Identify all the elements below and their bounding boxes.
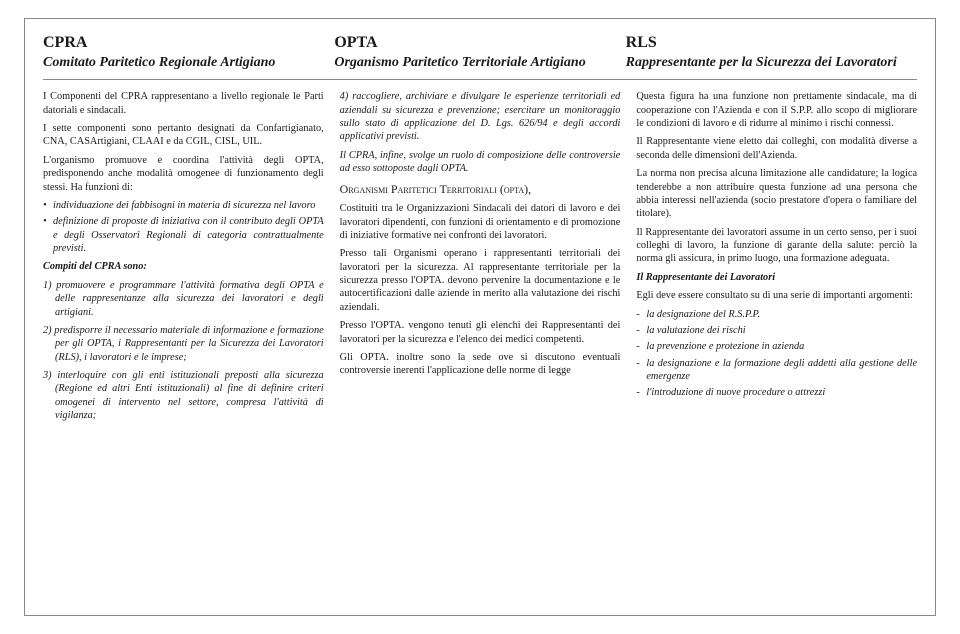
col3-d3: la prevenzione e protezione in azienda	[636, 340, 917, 353]
col2-p6: Gli OPTA. inoltre sono la sede ove si di…	[340, 351, 621, 378]
col3-p3: La norma non precisa alcuna limitazione …	[636, 167, 917, 221]
col2-section-title: Organismi Paritetici Territoriali (opta)…	[340, 182, 621, 198]
opta-expansion: Organismo Paritetico Territoriale Artigi…	[334, 54, 615, 72]
col1-num-3: 3) interloquire con gli enti istituziona…	[43, 369, 324, 423]
col3-d2: la valutazione dei rischi	[636, 324, 917, 337]
col1-bullet-2: definizione di proposte di iniziativa co…	[43, 215, 324, 255]
col3-p4: Il Rappresentante dei lavoratori assume …	[636, 226, 917, 266]
col1-num-1: 1) promuovere e programmare l'attività f…	[43, 279, 324, 319]
page-frame: CPRA Comitato Paritetico Regionale Artig…	[24, 18, 936, 616]
col3-d4: la designazione e la formazione degli ad…	[636, 357, 917, 384]
body-col-1: I Componenti del CPRA rappresentano a li…	[43, 90, 324, 427]
col2-p5: Presso l'OPTA. vengono tenuti gli elench…	[340, 319, 621, 346]
cpra-acronym: CPRA	[43, 33, 324, 54]
col1-p2: I sette componenti sono pertanto designa…	[43, 122, 324, 149]
rls-acronym: RLS	[626, 33, 907, 54]
col1-compiti-title: Compiti del CPRA sono:	[43, 260, 324, 273]
col3-p5: Egli deve essere consultato su di una se…	[636, 289, 917, 302]
col3-d1: la designazione del R.S.P.P.	[636, 308, 917, 321]
col2-p3: Costituiti tra le Organizzazioni Sindaca…	[340, 202, 621, 242]
col2-p1: 4) raccogliere, archiviare e divulgare l…	[340, 90, 621, 144]
col2-p4: Presso tali Organismi operano i rapprese…	[340, 247, 621, 314]
rls-expansion: Rappresentante per la Sicurezza dei Lavo…	[626, 54, 907, 72]
header-col-cpra: CPRA Comitato Paritetico Regionale Artig…	[43, 33, 334, 71]
cpra-expansion: Comitato Paritetico Regionale Artigiano	[43, 54, 324, 72]
header-row: CPRA Comitato Paritetico Regionale Artig…	[43, 33, 917, 80]
body-col-2: 4) raccogliere, archiviare e divulgare l…	[340, 90, 621, 427]
header-col-rls: RLS Rappresentante per la Sicurezza dei …	[626, 33, 917, 71]
col2-p2: Il CPRA, infine, svolge un ruolo di comp…	[340, 149, 621, 176]
body-col-3: Questa figura ha una funzione non pretta…	[636, 90, 917, 427]
header-col-opta: OPTA Organismo Paritetico Territoriale A…	[334, 33, 625, 71]
opta-acronym: OPTA	[334, 33, 615, 54]
col1-bullet-1: individuazione dei fabbisogni in materia…	[43, 199, 324, 212]
col1-p1: I Componenti del CPRA rappresentano a li…	[43, 90, 324, 117]
col3-d5: l'introduzione di nuove procedure o attr…	[636, 386, 917, 399]
col3-p1: Questa figura ha una funzione non pretta…	[636, 90, 917, 130]
col3-subtitle: Il Rappresentante dei Lavoratori	[636, 271, 917, 284]
col1-bullets: individuazione dei fabbisogni in materia…	[43, 199, 324, 256]
col3-dash-list: la designazione del R.S.P.P. la valutazi…	[636, 308, 917, 400]
col1-p3: L'organismo promuove e coordina l'attivi…	[43, 154, 324, 194]
body-columns: I Componenti del CPRA rappresentano a li…	[43, 90, 917, 427]
col1-num-2: 2) predisporre il necessario materiale d…	[43, 324, 324, 364]
col3-p2: Il Rappresentante viene eletto dai colle…	[636, 135, 917, 162]
